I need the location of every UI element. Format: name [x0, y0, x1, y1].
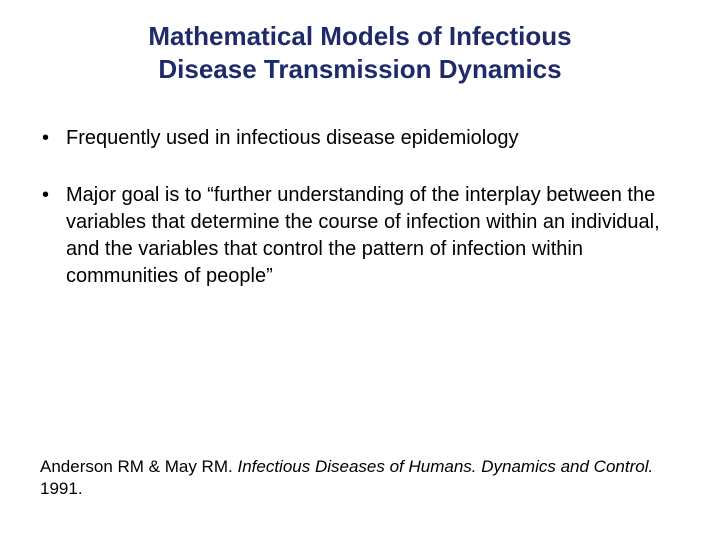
- citation-work: Infectious Diseases of Humans. Dynamics …: [237, 457, 653, 476]
- bullet-item: Major goal is to “further understanding …: [38, 182, 690, 290]
- citation-year: 1991.: [40, 479, 83, 498]
- citation: Anderson RM & May RM. Infectious Disease…: [40, 456, 680, 500]
- citation-authors: Anderson RM & May RM.: [40, 457, 233, 476]
- bullet-text: Major goal is to “further understanding …: [66, 184, 660, 287]
- title-line-1: Mathematical Models of Infectious: [148, 21, 571, 51]
- bullet-item: Frequently used in infectious disease ep…: [38, 125, 690, 152]
- bullet-text: Frequently used in infectious disease ep…: [66, 127, 519, 149]
- title-line-2: Disease Transmission Dynamics: [158, 54, 561, 84]
- slide-title: Mathematical Models of Infectious Diseas…: [30, 20, 690, 85]
- slide: Mathematical Models of Infectious Diseas…: [0, 0, 720, 540]
- bullet-list: Frequently used in infectious disease ep…: [30, 125, 690, 290]
